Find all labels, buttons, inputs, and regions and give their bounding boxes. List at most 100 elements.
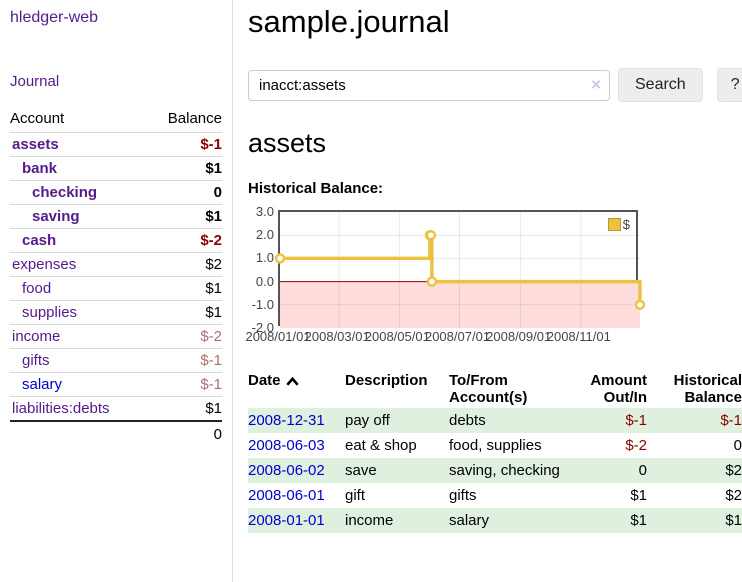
account-balance: $1 bbox=[147, 300, 222, 325]
register-date-cell: 2008-01-01 bbox=[248, 508, 345, 533]
register-amount-cell: $-1 bbox=[571, 408, 647, 433]
x-axis-tick-label: 2008/01/01 bbox=[245, 329, 311, 344]
register-description-cell: gift bbox=[345, 487, 366, 504]
register-header-amount-out-in: Amount Out/In bbox=[590, 372, 647, 406]
sidebar-account-income[interactable]: income bbox=[12, 328, 61, 345]
register-date-cell: 2008-12-31 bbox=[248, 408, 345, 433]
account-row: supplies $1 bbox=[10, 300, 222, 325]
accounts-total-spacer bbox=[10, 420, 148, 446]
account-balance: $1 bbox=[147, 396, 222, 421]
chart-plot-area: $ 3.0 2.0 1.0 0.0 -1.0 -2.0 bbox=[252, 204, 646, 335]
register-accounts-cell: debts bbox=[449, 408, 571, 433]
account-row: food $1 bbox=[10, 276, 222, 301]
transaction-date-link[interactable]: 2008-01-01 bbox=[248, 512, 325, 529]
account-balance: 0 bbox=[147, 180, 222, 205]
chart-x-axis-labels: 2008/01/01 2008/03/01 2008/05/01 2008/07/01… bbox=[245, 329, 736, 346]
x-axis-tick-label: 2008/09/01 bbox=[486, 329, 552, 344]
sidebar-account-supplies[interactable]: supplies bbox=[22, 304, 78, 321]
data-point-marker bbox=[274, 253, 286, 264]
register-row: 2008-12-31 pay off debts $-1 $-1 bbox=[248, 408, 742, 433]
sidebar-account-bank[interactable]: bank bbox=[22, 160, 58, 177]
y-axis-tick-label: 1.0 bbox=[255, 250, 274, 266]
negative-region bbox=[280, 281, 640, 328]
x-axis-tick-label: 2008/05/01 bbox=[364, 329, 430, 344]
search-form: × Search ? bbox=[248, 68, 742, 102]
register-balance-cell: $1 bbox=[647, 508, 742, 533]
register-accounts-cell: food, supplies bbox=[449, 437, 542, 454]
register-row: 2008-01-01 income salary $1 $1 bbox=[248, 508, 742, 533]
account-row: liabilities:debts $1 bbox=[10, 396, 222, 421]
clear-search-icon[interactable]: × bbox=[591, 74, 601, 94]
register-header-date[interactable]: Date bbox=[248, 370, 345, 408]
sidebar-item-journal[interactable]: Journal bbox=[10, 73, 60, 90]
y-axis-tick-label: -2.0 bbox=[251, 320, 274, 335]
register-row: 2008-06-01 gift gifts $1 $2 bbox=[248, 483, 742, 508]
account-row: gifts $-1 bbox=[10, 348, 222, 373]
account-balance: $2 bbox=[147, 252, 222, 277]
data-point-marker bbox=[425, 230, 437, 241]
legend-label: $ bbox=[622, 217, 630, 232]
register-description-cell: eat & shop bbox=[345, 437, 417, 454]
register-header-historical-balance: Historical Balance bbox=[673, 372, 742, 406]
accounts-header-balance: Balance bbox=[167, 110, 222, 127]
legend-swatch-icon bbox=[607, 218, 621, 231]
register-accounts-cell: saving, checking bbox=[449, 458, 571, 483]
register-description-cell: income bbox=[345, 508, 449, 533]
search-button[interactable]: Search bbox=[618, 68, 703, 102]
register-amount-cell: $1 bbox=[630, 487, 647, 504]
register-row: 2008-06-02 save saving, checking 0 $2 bbox=[248, 458, 742, 483]
accounts-total-value: 0 bbox=[147, 420, 222, 446]
app-title-link[interactable]: hledger-web bbox=[10, 9, 99, 26]
y-axis-tick-label: 3.0 bbox=[255, 204, 274, 219]
register-accounts-cell: salary bbox=[449, 508, 571, 533]
sidebar-account-liabilities-debts[interactable]: liabilities:debts bbox=[12, 400, 110, 417]
account-balance: $-1 bbox=[147, 372, 222, 397]
sidebar-account-expenses[interactable]: expenses bbox=[12, 256, 77, 273]
register-amount-cell: $1 bbox=[571, 508, 647, 533]
x-axis-tick-label: 2008/11/01 bbox=[546, 329, 611, 344]
main-content: sample.journal × Search ? assets Histori… bbox=[245, 4, 742, 533]
transaction-date-link[interactable]: 2008-06-02 bbox=[248, 462, 325, 479]
register-balance-cell: $2 bbox=[647, 458, 742, 483]
register-header-to-from-account-s-: To/From Account(s) bbox=[449, 372, 528, 406]
account-balance: $-1 bbox=[147, 132, 222, 157]
account-balance: $-2 bbox=[147, 228, 222, 253]
sidebar-account-salary[interactable]: salary bbox=[22, 376, 63, 393]
register-row: 2008-06-03 eat & shop food, supplies $-2 0 bbox=[248, 433, 742, 458]
chart-svg bbox=[274, 212, 646, 328]
register-description-cell: save bbox=[345, 458, 449, 483]
register-date-cell: 2008-06-03 bbox=[248, 433, 345, 458]
transaction-date-link[interactable]: 2008-06-03 bbox=[248, 437, 325, 454]
transaction-date-link[interactable]: 2008-12-31 bbox=[248, 412, 325, 429]
x-axis-tick-label: 2008/07/01 bbox=[424, 329, 491, 344]
register-accounts-cell: gifts bbox=[449, 487, 477, 504]
account-row: salary $-1 bbox=[10, 372, 222, 397]
sidebar: hledger-web Journal Account Balance asse… bbox=[0, 0, 233, 582]
page-title: sample.journal bbox=[248, 4, 450, 39]
sidebar-account-assets[interactable]: assets bbox=[12, 136, 59, 153]
account-row: income $-2 bbox=[10, 324, 222, 349]
register-table: Date Description To/From Account(s) Amount … bbox=[248, 370, 742, 533]
account-heading: assets bbox=[248, 128, 327, 158]
register-date-cell: 2008-06-01 bbox=[248, 483, 345, 508]
register-amount-cell: 0 bbox=[571, 458, 647, 483]
account-row: bank $1 bbox=[10, 156, 222, 181]
transaction-date-link[interactable]: 2008-06-01 bbox=[248, 487, 325, 504]
register-balance-cell: $2 bbox=[725, 487, 742, 504]
register-amount-cell: $-2 bbox=[625, 437, 647, 454]
account-balance: $1 bbox=[147, 276, 222, 301]
sidebar-account-food[interactable]: food bbox=[22, 280, 52, 297]
sidebar-account-gifts[interactable]: gifts bbox=[22, 352, 50, 369]
search-input[interactable] bbox=[248, 69, 610, 101]
sidebar-account-cash[interactable]: cash bbox=[22, 232, 57, 249]
chart-title: Historical Balance: bbox=[248, 180, 384, 197]
sort-ascending-icon bbox=[285, 376, 299, 386]
sidebar-account-saving[interactable]: saving bbox=[32, 208, 80, 225]
accounts-table: Account Balance assets $-1 bank $1 checking 0… bbox=[10, 106, 222, 446]
y-axis-tick-label: 2.0 bbox=[255, 227, 274, 243]
register-header-description: Description bbox=[345, 372, 428, 389]
help-button[interactable]: ? bbox=[716, 68, 742, 102]
sidebar-account-checking[interactable]: checking bbox=[32, 184, 98, 201]
account-row: assets $-1 bbox=[10, 132, 222, 157]
y-axis-tick-label: -1.0 bbox=[251, 296, 274, 312]
